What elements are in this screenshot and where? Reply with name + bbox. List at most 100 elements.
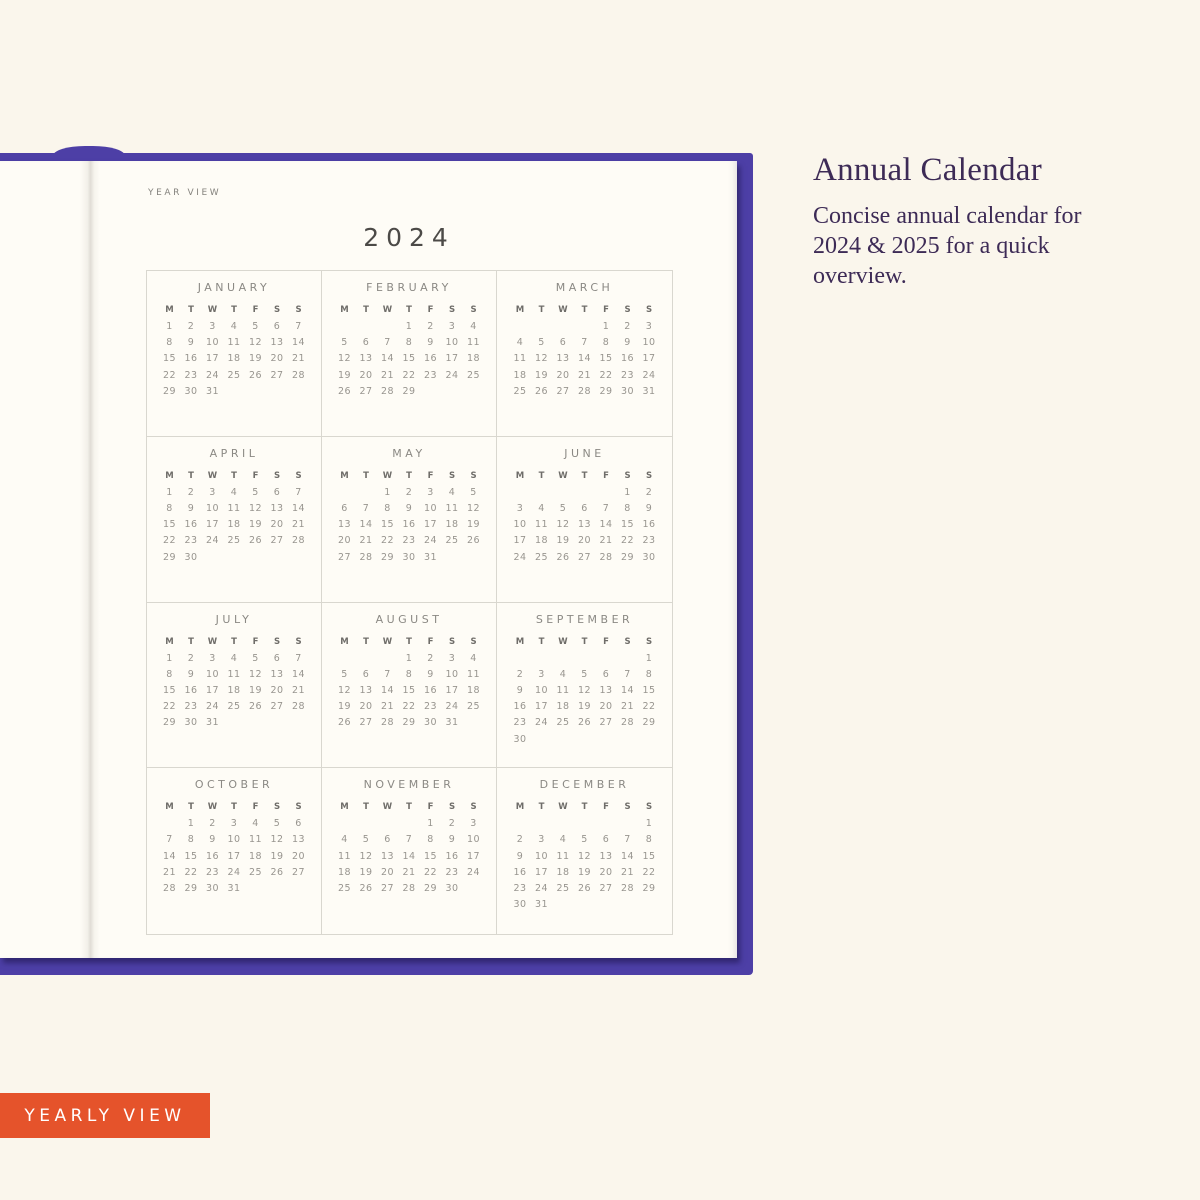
month-day-grid: M T W T F S S 1 2 3 4 5 6 7 8 9 10 11 12 13 14 15 16 17 18 19 20 21… (147, 799, 321, 897)
date-cell: 3 (645, 321, 653, 332)
weekday-header: M (340, 470, 349, 481)
weekday-header: T (581, 636, 588, 647)
weekday-header: M (515, 470, 525, 481)
date-cell-empty (552, 897, 574, 913)
date-cell: 23 (424, 701, 437, 713)
weekday-header: S (624, 305, 631, 315)
weekday-header: S (645, 802, 653, 813)
date-cell-empty (595, 897, 617, 913)
date-cell-empty (574, 897, 596, 913)
date-cell-empty (245, 881, 267, 897)
weekday-header: S (470, 305, 477, 315)
date-cell: 19 (338, 369, 351, 381)
date-cell: 4 (252, 818, 259, 830)
date-cell: 11 (535, 519, 548, 531)
date-cell: 10 (227, 834, 241, 846)
date-cell: 1 (427, 818, 434, 830)
date-cell: 15 (184, 850, 198, 862)
date-cell-empty (463, 550, 485, 566)
date-cell: 20 (556, 369, 570, 381)
date-cell: 24 (424, 535, 437, 547)
date-cell-empty (377, 816, 399, 832)
date-cell: 19 (270, 850, 284, 862)
date-cell: 24 (445, 701, 459, 713)
weekday-header: M (165, 802, 174, 813)
date-cell: 10 (535, 850, 548, 862)
date-cell: 22 (184, 866, 198, 878)
date-cell: 12 (359, 850, 373, 862)
weekday-header: M (515, 636, 525, 647)
date-cell: 23 (184, 369, 198, 381)
weekday-header: W (382, 802, 393, 813)
date-cell-empty (531, 319, 553, 335)
date-cell-empty (420, 384, 442, 400)
date-cell-empty (334, 816, 356, 832)
date-cell: 31 (535, 899, 548, 911)
date-cell: 15 (402, 353, 416, 365)
yearly-view-badge: YEARLY VIEW (0, 1093, 210, 1138)
badge-label: YEARLY VIEW (24, 1105, 186, 1126)
date-cell: 5 (341, 337, 348, 349)
date-cell: 13 (381, 850, 394, 862)
date-cell: 6 (273, 486, 281, 498)
date-cell-empty (552, 732, 574, 748)
date-cell: 2 (187, 652, 195, 664)
weekday-header: T (188, 802, 194, 813)
date-cell-empty (531, 816, 553, 832)
date-cell: 20 (359, 369, 373, 381)
date-cell-empty (398, 816, 420, 832)
date-cell: 27 (270, 369, 284, 381)
weekday-header: S (448, 802, 456, 813)
weekday-header: W (382, 636, 393, 647)
date-cell: 23 (424, 369, 437, 381)
date-cell: 12 (578, 850, 591, 862)
date-cell: 30 (513, 733, 527, 745)
date-cell: 15 (621, 519, 634, 531)
date-cell: 29 (163, 717, 176, 729)
date-cell-empty (245, 384, 267, 400)
date-cell: 20 (270, 684, 284, 696)
month-title: AUGUST (375, 612, 443, 626)
date-cell: 2 (427, 321, 434, 332)
date-cell: 2 (448, 818, 456, 830)
date-cell: 1 (405, 652, 413, 664)
date-cell: 27 (270, 701, 284, 713)
date-cell: 20 (599, 866, 613, 878)
date-cell: 1 (384, 486, 391, 498)
date-cell: 4 (230, 486, 238, 498)
date-cell: 26 (467, 535, 480, 547)
date-cell: 28 (292, 701, 305, 713)
date-cell: 10 (206, 337, 219, 349)
date-cell: 1 (405, 321, 413, 332)
date-cell: 26 (556, 551, 570, 563)
weekday-header: S (295, 802, 302, 813)
date-cell: 18 (445, 519, 459, 531)
weekday-header: M (340, 802, 349, 813)
date-cell: 25 (467, 369, 480, 381)
date-cell: 12 (535, 353, 548, 365)
date-cell: 6 (362, 668, 370, 680)
date-cell: 13 (599, 850, 613, 862)
weekday-header: M (165, 470, 174, 481)
date-cell: 21 (381, 701, 394, 713)
date-cell: 10 (206, 502, 219, 514)
date-cell-empty (334, 319, 356, 335)
date-cell: 21 (292, 684, 305, 696)
date-cell: 16 (445, 850, 459, 862)
date-cell: 15 (163, 684, 176, 696)
date-cell: 16 (642, 519, 656, 531)
weekday-header: S (624, 802, 631, 813)
month-day-grid: M T W T F S S 1 2 3 4 5 6 7 8 9 10 11 12 13 14 15 16 17 18 19 20 21… (147, 302, 321, 400)
weekday-header: T (406, 470, 412, 481)
date-cell: 23 (513, 717, 527, 729)
date-cell: 30 (621, 385, 634, 397)
date-cell: 6 (273, 652, 281, 664)
month-october: OCTOBER M T W T F S S 1 2 3 4 5 6 7 8 9 10 11 12 13 14 15 16 17 1… (147, 768, 322, 934)
date-cell: 8 (405, 668, 413, 680)
date-cell: 23 (642, 535, 656, 547)
month-november: NOVEMBER M T W T F S S 1 2 3 4 5 6 7 8 9 10 11 12 13 14 15 16 17… (322, 768, 497, 934)
month-july: JULY M T W T F S S 1 2 3 4 5 6 7 8 9 10 11 12 13 14 15 16 17 18 19… (147, 602, 322, 769)
date-cell-empty (552, 485, 574, 501)
date-cell-empty (617, 651, 639, 667)
date-cell: 27 (338, 551, 351, 563)
